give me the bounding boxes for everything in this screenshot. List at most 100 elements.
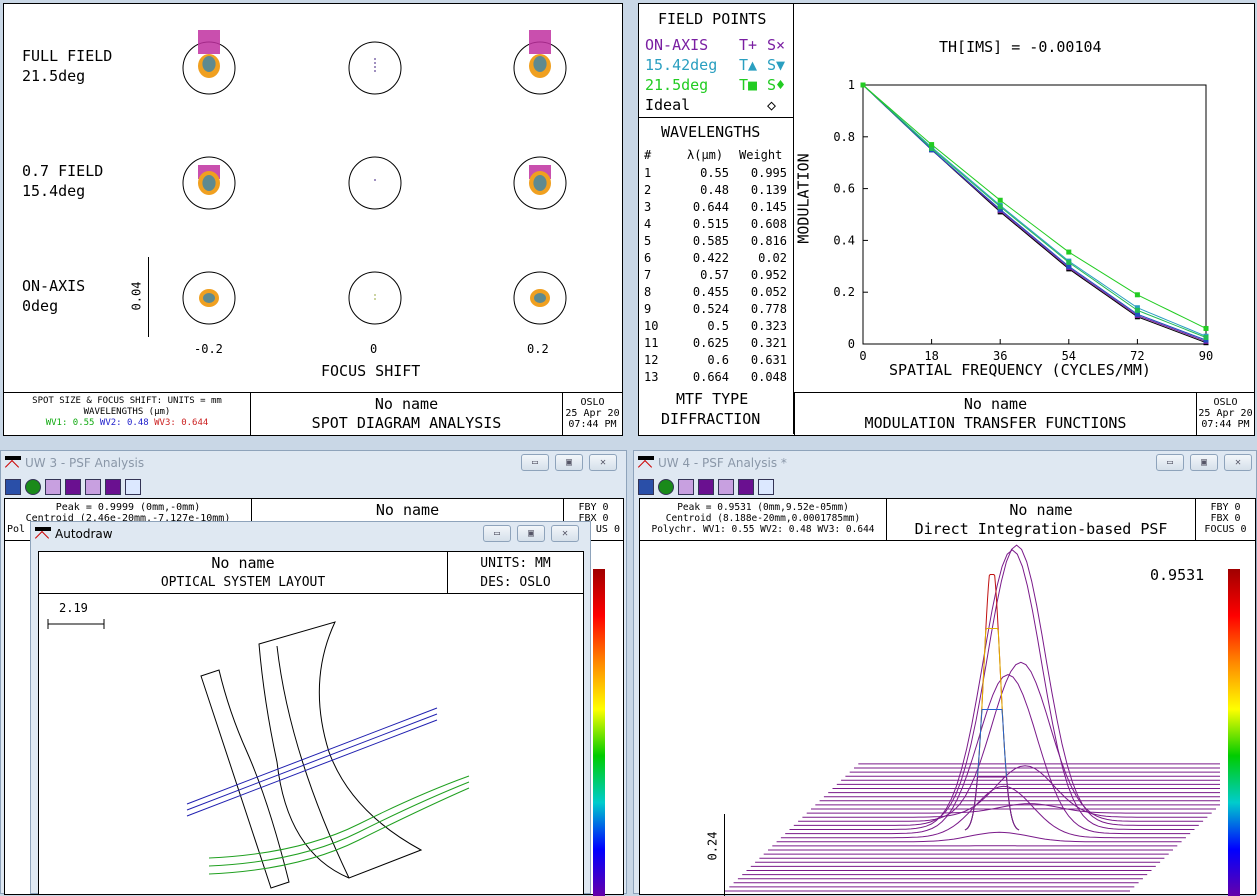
wl-weight: 0.02: [739, 251, 787, 265]
field-name: 15.42deg: [645, 56, 717, 75]
wl-weight: 0.608: [739, 217, 787, 231]
spot: [533, 175, 546, 191]
psf-window-uw4[interactable]: UW 4 - PSF Analysis * ▭ ▣ ✕ Peak = 0.953…: [633, 450, 1257, 894]
x-axis-label: SPATIAL FREQUENCY (CYCLES/MM): [889, 361, 1151, 380]
chart-title: TH[IMS] = -0.00104: [939, 38, 1102, 57]
wl-weight: 0.778: [739, 302, 787, 316]
app-icon: [35, 527, 51, 541]
time: 07:44 PM: [563, 419, 622, 430]
psf-profile-icon[interactable]: [758, 479, 774, 495]
minimize-button[interactable]: ▭: [483, 525, 511, 542]
data-point: [861, 83, 866, 88]
wv3: WV3: 0.644: [154, 418, 208, 428]
psf-circle-icon[interactable]: [658, 479, 674, 495]
psf-profile-icon[interactable]: [125, 479, 141, 495]
y-tick-label: 0.2: [833, 285, 855, 299]
close-button[interactable]: ✕: [1224, 454, 1252, 471]
psf-surface-icon[interactable]: [718, 479, 734, 495]
field-t-marker: T■: [739, 76, 757, 95]
psf-fft-map-icon[interactable]: [65, 479, 81, 495]
wl-index: 12: [644, 353, 658, 367]
data-point: [1066, 260, 1071, 265]
wl-index: 8: [644, 285, 651, 299]
maximize-button[interactable]: ▣: [555, 454, 583, 471]
psf-fft-surface-icon[interactable]: [678, 479, 694, 495]
plot-title: MODULATION TRANSFER FUNCTIONS: [795, 414, 1196, 433]
psf-fft-map-icon[interactable]: [698, 479, 714, 495]
wl-index: 7: [644, 268, 651, 282]
plot-title: SPOT DIAGRAM ANALYSIS: [251, 414, 562, 433]
app-icon: [638, 456, 654, 470]
footer-units: SPOT SIZE & FOCUS SHIFT: UNITS = mm WAVE…: [3, 392, 251, 436]
wl-index: 3: [644, 200, 651, 214]
minimize-button[interactable]: ▭: [521, 454, 549, 471]
wl-lambda: 0.48: [689, 183, 729, 197]
y-axis-label: MODULATION: [795, 153, 814, 243]
close-button[interactable]: ✕: [589, 454, 617, 471]
close-button[interactable]: ✕: [551, 525, 579, 542]
wl-weight: 0.139: [739, 183, 787, 197]
legend-title: FIELD POINTS: [658, 10, 766, 29]
spot: [533, 56, 546, 72]
series-line: [863, 85, 1206, 343]
y-tick-label: 0.8: [833, 130, 855, 144]
y-tick-label: 1: [848, 78, 855, 92]
field-s-marker: S♦: [767, 76, 785, 95]
wl-lambda: 0.422: [689, 251, 729, 265]
spot: [202, 175, 215, 191]
psf-circle-icon[interactable]: [25, 479, 41, 495]
x-tick-label: 0: [859, 349, 866, 363]
wl-index: 10: [644, 319, 658, 333]
field-s-marker: S▼: [767, 56, 785, 75]
date: 25 Apr 20: [563, 408, 622, 419]
minimize-button[interactable]: ▭: [1156, 454, 1184, 471]
wl-lambda: 0.664: [689, 370, 729, 384]
mtf-type-label: MTF TYPE: [676, 390, 748, 409]
autodraw-window[interactable]: Autodraw ▭ ▣ ✕ No name OPTICAL SYSTEM LA…: [30, 521, 591, 894]
wl-index: 2: [644, 183, 651, 197]
series-line: [863, 85, 1206, 340]
psf-map-icon[interactable]: [738, 479, 754, 495]
window-title: Autodraw: [55, 527, 113, 541]
plot-frame: [863, 85, 1206, 344]
wl-lambda: 0.524: [689, 302, 729, 316]
spot: [534, 293, 546, 303]
wv1: WV1: 0.55: [46, 418, 95, 428]
data-point: [929, 142, 934, 147]
window-title: UW 4 - PSF Analysis *: [658, 456, 787, 470]
col-header: λ(µm): [687, 148, 723, 162]
y-tick-label: 0: [848, 337, 855, 351]
wl-lambda: 0.585: [689, 234, 729, 248]
date: 25 Apr 20: [1197, 408, 1254, 419]
units-text: SPOT SIZE & FOCUS SHIFT: UNITS = mm: [4, 396, 250, 407]
field-name: ON-AXIS: [645, 36, 708, 55]
lens-layout-drawing: [39, 552, 585, 896]
psf-plot-area: Peak = 0.9531 (0mm,9.52e-05mm) Centroid …: [639, 498, 1256, 895]
wl-lambda: 0.455: [689, 285, 729, 299]
wl-weight: 0.816: [739, 234, 787, 248]
wl-index: 13: [644, 370, 658, 384]
spot-grid-icon[interactable]: [5, 479, 21, 495]
wl-lambda: 0.55: [689, 166, 729, 180]
wl-lambda: 0.515: [689, 217, 729, 231]
wl-lambda: 0.6: [689, 353, 729, 367]
psf-contour-line: [965, 629, 1019, 831]
maximize-button[interactable]: ▣: [517, 525, 545, 542]
maximize-button[interactable]: ▣: [1190, 454, 1218, 471]
psf-map-icon[interactable]: [105, 479, 121, 495]
field-s-marker: ◇: [767, 96, 776, 115]
data-point: [1204, 335, 1209, 340]
psf-fft-surface-icon[interactable]: [45, 479, 61, 495]
spot-diagrams: [4, 4, 624, 394]
wavelengths-title: WAVELENGTHS (µm): [4, 407, 250, 418]
wl-lambda: 0.5: [689, 319, 729, 333]
y-tick-label: 0.6: [833, 182, 855, 196]
spot-grid-icon[interactable]: [638, 479, 654, 495]
data-point: [1204, 326, 1209, 331]
series-line: [863, 85, 1206, 328]
psf-surface-icon[interactable]: [85, 479, 101, 495]
wl-lambda: 0.625: [689, 336, 729, 350]
